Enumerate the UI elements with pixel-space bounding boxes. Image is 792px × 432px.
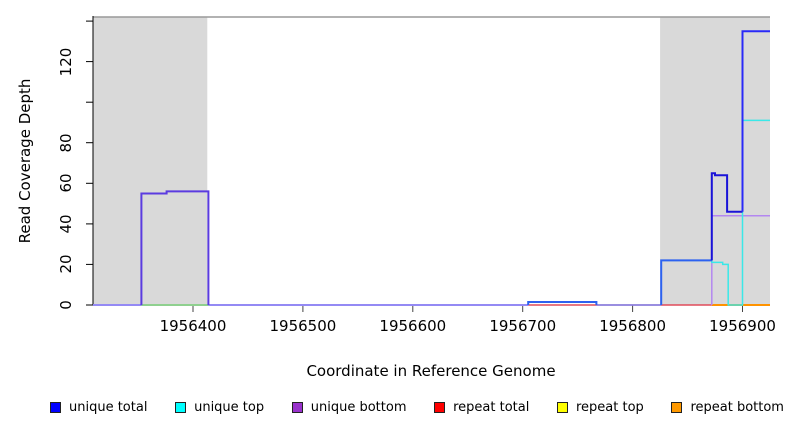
legend-swatch-icon — [671, 401, 683, 413]
legend: unique total unique top unique bottom repea… — [50, 398, 784, 416]
y-tick-label: 60 — [57, 173, 75, 193]
legend-item-unique-top: unique top — [175, 400, 264, 415]
legend-swatch-icon — [175, 401, 187, 413]
legend-label: unique bottom — [310, 399, 407, 415]
legend-label: repeat top — [576, 399, 644, 415]
x-axis-title: Coordinate in Reference Genome — [306, 362, 556, 380]
legend-item-repeat-total: repeat total — [434, 400, 529, 415]
legend-label: unique top — [194, 399, 265, 415]
series-unique-total-left-block — [140, 190, 210, 305]
y-tick-label: 20 — [57, 254, 75, 274]
series-unique-total-step-22 — [660, 259, 712, 305]
y-tick-label: 40 — [57, 214, 75, 234]
legend-item-unique-bottom: unique bottom — [291, 399, 407, 415]
legend-label: repeat bottom — [690, 399, 784, 415]
legend-swatch-icon — [557, 401, 568, 413]
legend-swatch-icon — [291, 401, 303, 413]
y-tick-label: 120 — [57, 47, 75, 76]
series-unique-total-peak-64 — [710, 172, 743, 261]
y-tick-label: 80 — [57, 133, 75, 153]
y-axis-title: Read Coverage Depth — [16, 78, 34, 244]
x-tick-label: 1956800 — [599, 317, 667, 335]
legend-item-repeat-bottom: repeat bottom — [671, 400, 784, 415]
y-tick-label: 0 — [57, 300, 75, 310]
x-tick-label: 1956400 — [159, 317, 227, 335]
x-tick-label: 1956700 — [489, 317, 557, 335]
legend-swatch-icon — [50, 401, 61, 413]
x-tick-label: 1956600 — [379, 317, 447, 335]
series-unique-total-peak-135 — [741, 30, 770, 212]
legend-item-repeat-top: repeat top — [557, 400, 644, 415]
x-tick-label: 1956500 — [269, 317, 337, 335]
repeat-region-shade-1 — [660, 17, 770, 305]
legend-label: unique total — [69, 399, 148, 415]
series-unique-total-mid-bump — [527, 301, 598, 305]
legend-label: repeat total — [453, 399, 530, 415]
repeat-region-shade-0 — [93, 17, 208, 305]
x-tick-label: 1956900 — [709, 317, 776, 335]
legend-swatch-icon — [434, 401, 446, 413]
legend-item-unique-total: unique total — [50, 400, 147, 415]
